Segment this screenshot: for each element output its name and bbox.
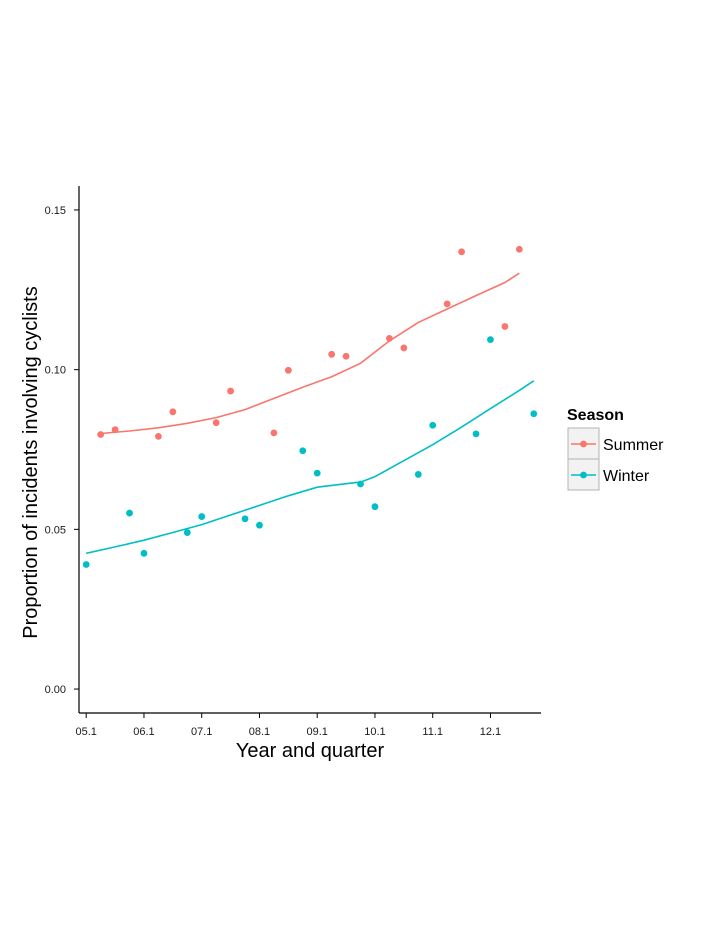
- point-winter: [82, 561, 90, 568]
- legend-items: Summer Winter: [567, 427, 664, 491]
- point-summer: [169, 408, 177, 416]
- y-tick-label: 0.10: [45, 365, 66, 377]
- point-winter: [140, 549, 148, 557]
- x-tick-label: 12.1: [480, 726, 501, 738]
- legend: Season Summer Winter: [567, 407, 664, 491]
- smooth-lines: [86, 272, 535, 555]
- point-winter: [487, 336, 494, 344]
- point-winter: [256, 521, 263, 529]
- y-ticks: 0.00 0.05 0.10 0.15: [45, 205, 79, 696]
- data-points: [82, 245, 538, 568]
- point-summer: [284, 366, 292, 374]
- point-winter: [126, 509, 133, 517]
- point-summer: [111, 426, 119, 434]
- point-summer: [97, 431, 105, 438]
- point-summer: [227, 387, 234, 395]
- point-summer: [342, 352, 350, 360]
- point-winter: [313, 469, 321, 477]
- x-tick-label: 06.1: [133, 726, 154, 738]
- point-summer: [501, 323, 509, 330]
- point-summer: [212, 419, 220, 427]
- point-summer: [386, 334, 393, 342]
- y-tick-label: 0.15: [45, 205, 66, 217]
- point-summer: [328, 350, 336, 358]
- point-winter: [429, 421, 437, 429]
- point-winter: [357, 480, 364, 488]
- point-winter: [241, 515, 249, 523]
- x-tick-label: 11.1: [422, 726, 443, 738]
- y-tick-label: 0.00: [45, 684, 66, 696]
- smooth-line-summer: [100, 272, 520, 435]
- x-tick-label: 08.1: [249, 726, 270, 738]
- legend-point-summer: [580, 440, 587, 448]
- legend-label-winter: Winter: [603, 468, 650, 485]
- point-winter: [371, 503, 379, 511]
- point-summer: [400, 344, 408, 352]
- x-ticks: 05.1 06.1 07.1 08.1 09.1 10.1 11.1 12.1: [76, 713, 501, 738]
- legend-point-winter: [580, 471, 587, 479]
- point-summer: [270, 429, 278, 437]
- point-summer: [443, 300, 451, 308]
- point-winter: [299, 447, 307, 455]
- legend-label-summer: Summer: [603, 437, 664, 454]
- point-winter: [183, 529, 191, 536]
- x-axis-title: Year and quarter: [236, 740, 385, 762]
- x-tick-label: 07.1: [191, 726, 212, 738]
- x-tick-label: 10.1: [364, 726, 385, 738]
- legend-title: Season: [567, 407, 624, 424]
- point-winter: [530, 410, 538, 418]
- smooth-line-winter: [86, 380, 535, 555]
- point-summer: [458, 248, 465, 256]
- x-tick-label: 09.1: [307, 726, 328, 738]
- point-summer: [155, 433, 162, 440]
- y-axis-title: Proportion of incidents involving cyclis…: [20, 286, 42, 638]
- point-winter: [198, 513, 206, 520]
- x-tick-label: 05.1: [76, 726, 97, 738]
- y-tick-label: 0.05: [45, 524, 66, 536]
- point-summer: [515, 245, 523, 253]
- axes: 0.00 0.05 0.10 0.15 05.1 06.1 07.1 08.1 09.1 10.…: [45, 186, 541, 738]
- point-winter: [414, 471, 422, 478]
- point-winter: [472, 430, 480, 438]
- plot-area: [82, 245, 538, 568]
